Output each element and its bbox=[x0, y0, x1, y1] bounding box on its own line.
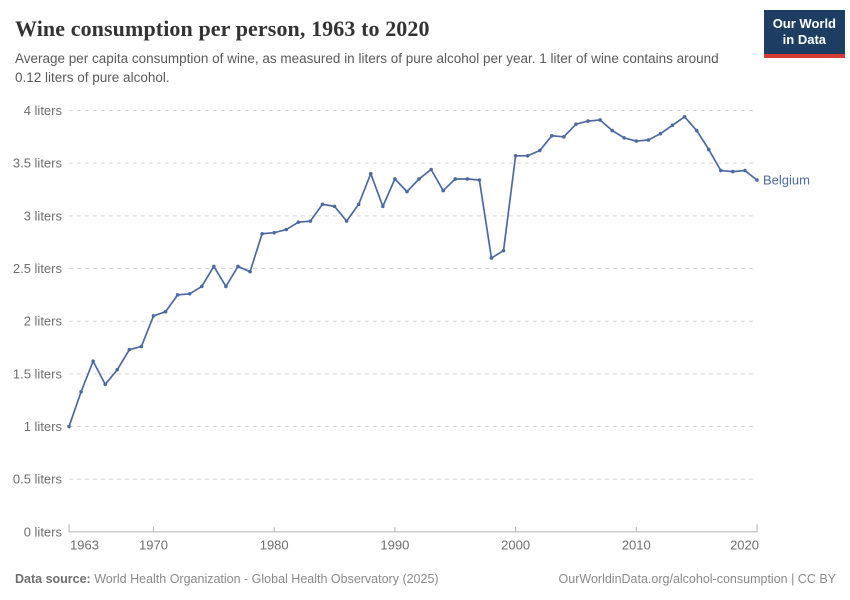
y-tick-label: 2.5 liters bbox=[13, 261, 63, 276]
data-point-belgium-1979[interactable] bbox=[260, 231, 264, 236]
y-tick-label: 0.5 liters bbox=[13, 472, 63, 487]
data-point-belgium-1983[interactable] bbox=[308, 219, 313, 223]
data-point-belgium-1963[interactable] bbox=[67, 424, 71, 429]
data-point-belgium-1982[interactable] bbox=[296, 220, 301, 224]
data-point-belgium-2002[interactable] bbox=[537, 148, 542, 153]
data-point-belgium-1970[interactable] bbox=[151, 314, 156, 318]
x-tick-label: 1980 bbox=[260, 537, 289, 552]
chart-subtitle: Average per capita consumption of wine, … bbox=[15, 51, 719, 86]
data-point-belgium-1991[interactable] bbox=[405, 189, 409, 194]
line-series-belgium[interactable] bbox=[68, 115, 758, 428]
owid-logo-line2: in Data bbox=[782, 32, 827, 48]
series-label-belgium[interactable]: Belgium bbox=[763, 173, 810, 188]
x-tick-label: 2010 bbox=[622, 537, 651, 552]
owid-logo[interactable]: Our World in Data bbox=[763, 10, 845, 58]
data-point-belgium-1995[interactable] bbox=[453, 177, 458, 181]
data-point-belgium-1965[interactable] bbox=[91, 359, 95, 364]
data-point-belgium-1989[interactable] bbox=[381, 204, 385, 209]
data-source-label: Data source: bbox=[15, 572, 91, 586]
data-point-belgium-2018[interactable] bbox=[731, 169, 735, 174]
chart-title: Wine consumption per person, 1963 to 202… bbox=[15, 16, 430, 41]
data-point-belgium-1985[interactable] bbox=[332, 204, 337, 209]
x-tick-label: 1970 bbox=[139, 537, 168, 552]
data-point-belgium-1990[interactable] bbox=[393, 177, 397, 181]
y-tick-label: 2 liters bbox=[24, 314, 63, 329]
data-point-belgium-2012[interactable] bbox=[658, 131, 663, 136]
data-point-belgium-1996[interactable] bbox=[465, 177, 470, 181]
data-point-belgium-1971[interactable] bbox=[163, 309, 168, 314]
x-tick-label: 2020 bbox=[730, 537, 759, 552]
y-tick-label: 4 liters bbox=[24, 103, 63, 118]
data-point-belgium-1994[interactable] bbox=[441, 188, 445, 193]
y-tick-label: 1.5 liters bbox=[13, 366, 63, 381]
data-point-belgium-2014[interactable] bbox=[682, 115, 687, 119]
y-tick-label: 0 liters bbox=[24, 524, 63, 539]
data-point-belgium-1993[interactable] bbox=[429, 167, 433, 172]
data-point-belgium-2004[interactable] bbox=[562, 135, 566, 139]
data-point-belgium-1987[interactable] bbox=[356, 202, 361, 207]
data-point-belgium-2011[interactable] bbox=[646, 138, 651, 142]
data-point-belgium-2006[interactable] bbox=[586, 119, 590, 123]
data-point-belgium-1969[interactable] bbox=[139, 344, 144, 349]
data-point-belgium-1968[interactable] bbox=[127, 347, 132, 352]
data-point-belgium-1977[interactable] bbox=[236, 264, 240, 269]
data-point-belgium-2009[interactable] bbox=[622, 136, 627, 140]
chart-header: Wine consumption per person, 1963 to 202… bbox=[0, 0, 850, 87]
data-point-belgium-2019[interactable] bbox=[743, 168, 747, 173]
data-point-belgium-2003[interactable] bbox=[550, 133, 554, 138]
data-point-belgium-1973[interactable] bbox=[187, 292, 192, 296]
data-point-belgium-1976[interactable] bbox=[224, 284, 228, 289]
data-point-belgium-1966[interactable] bbox=[103, 382, 108, 387]
x-tick-label: 1990 bbox=[380, 537, 409, 552]
data-point-belgium-1978[interactable] bbox=[248, 269, 252, 274]
x-tick-label: 2000 bbox=[501, 537, 530, 552]
chart-footer: Data source: World Health Organization -… bbox=[15, 572, 836, 586]
data-point-belgium-1975[interactable] bbox=[212, 264, 216, 269]
data-source-text: World Health Organization - Global Healt… bbox=[90, 572, 439, 586]
data-point-belgium-2015[interactable] bbox=[694, 128, 699, 133]
data-point-belgium-2000[interactable] bbox=[513, 154, 518, 158]
data-point-belgium-1992[interactable] bbox=[417, 177, 421, 181]
data-point-belgium-2001[interactable] bbox=[525, 154, 530, 158]
data-point-belgium-1974[interactable] bbox=[199, 284, 204, 289]
owid-logo-line1: Our World bbox=[772, 16, 836, 31]
data-point-belgium-2017[interactable] bbox=[718, 168, 723, 173]
data-point-belgium-1999[interactable] bbox=[501, 248, 506, 253]
data-point-belgium-1984[interactable] bbox=[320, 202, 325, 207]
data-point-belgium-1980[interactable] bbox=[272, 230, 276, 235]
data-point-belgium-2020[interactable] bbox=[755, 178, 759, 182]
y-tick-label: 3.5 liters bbox=[13, 156, 63, 171]
y-tick-label: 3 liters bbox=[24, 208, 63, 223]
data-point-belgium-2010[interactable] bbox=[634, 139, 639, 143]
data-point-belgium-2008[interactable] bbox=[610, 128, 614, 133]
data-point-belgium-1972[interactable] bbox=[175, 293, 180, 297]
data-point-belgium-2005[interactable] bbox=[574, 122, 578, 126]
data-point-belgium-1967[interactable] bbox=[115, 367, 120, 372]
y-tick-label: 1 liters bbox=[24, 419, 63, 434]
credit-link[interactable]: OurWorldinData.org/alcohol-consumption |… bbox=[558, 572, 836, 586]
data-source-note: Data source: World Health Organization -… bbox=[15, 572, 439, 586]
data-point-belgium-2013[interactable] bbox=[670, 123, 675, 128]
data-point-belgium-1986[interactable] bbox=[344, 219, 349, 223]
x-tick-label: 1963 bbox=[70, 537, 99, 552]
data-point-belgium-1997[interactable] bbox=[477, 178, 482, 182]
data-point-belgium-1964[interactable] bbox=[79, 389, 83, 394]
data-point-belgium-1988[interactable] bbox=[368, 171, 373, 176]
data-point-belgium-2007[interactable] bbox=[598, 118, 602, 122]
data-point-belgium-1981[interactable] bbox=[284, 227, 289, 232]
data-point-belgium-1998[interactable] bbox=[489, 256, 494, 260]
data-point-belgium-2016[interactable] bbox=[706, 147, 711, 152]
